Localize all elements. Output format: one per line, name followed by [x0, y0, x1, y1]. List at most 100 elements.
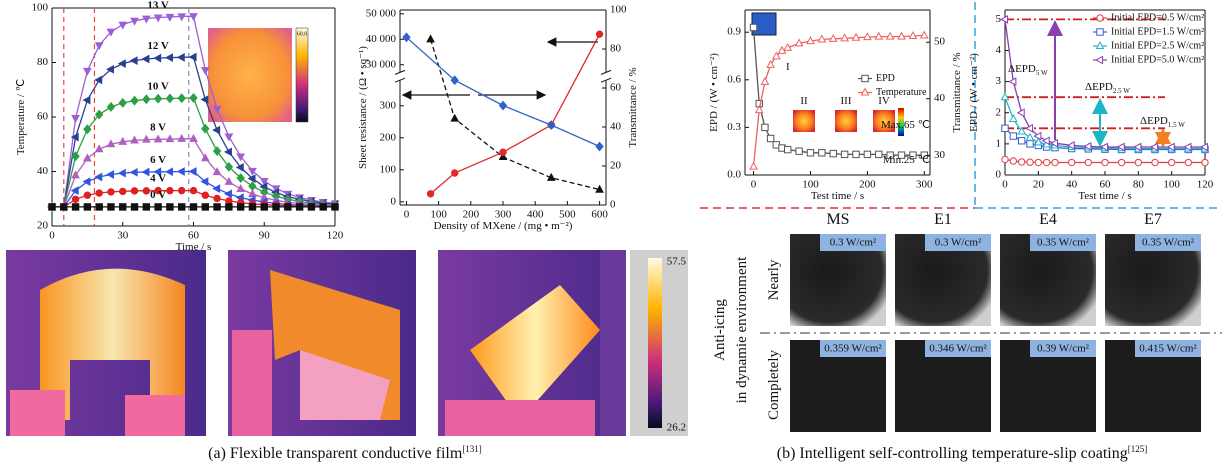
data-point: [451, 115, 458, 121]
inset-scale-label: 60.0: [297, 31, 308, 37]
data-point: [202, 204, 208, 210]
data-point: [1002, 156, 1008, 162]
x-tick-label: 0: [49, 230, 55, 242]
caption: (a) Flexible transparent conductive film…: [208, 444, 482, 462]
y-tick-label: 100: [32, 2, 49, 14]
data-point: [61, 204, 67, 210]
annotation: ΔEPD2.5 W: [1085, 81, 1130, 95]
data-point: [1202, 159, 1208, 165]
data-point: [596, 142, 603, 150]
caption-text: (b) Intelligent self-controlling tempera…: [777, 445, 1128, 462]
thermal-scale-label: 26.2: [667, 422, 686, 434]
data-point: [332, 204, 338, 210]
y-tick-label: 3: [996, 75, 1002, 87]
data-point: [143, 204, 149, 210]
x-tick-label: 400: [527, 209, 544, 221]
y-tick-label: 0.0: [727, 169, 741, 181]
data-point: [166, 94, 173, 102]
data-point: [119, 60, 125, 67]
data-point: [784, 146, 790, 152]
data-point: [95, 76, 101, 83]
column-header: E1: [934, 211, 952, 228]
legend-label: Initial EPD=1.5 W/cm²: [1111, 26, 1204, 37]
series-line: [431, 39, 600, 189]
inset-colorbar: [296, 28, 308, 122]
y-tick-label: 40: [37, 165, 49, 177]
data-point: [1027, 159, 1033, 165]
x-tick-label: 600: [591, 209, 608, 221]
data-point: [96, 43, 103, 49]
legend-label: Initial EPD=5.0 W/cm²: [1111, 54, 1204, 65]
data-point: [261, 204, 267, 210]
x-tick-label: 40: [1066, 179, 1078, 191]
data-point: [179, 187, 185, 193]
data-point: [750, 163, 757, 169]
y-tick-label: 4: [996, 44, 1002, 56]
x-tick-label: 100: [430, 209, 447, 221]
data-point: [167, 187, 173, 193]
data-point: [214, 195, 220, 201]
y2-tick-label: 30: [934, 149, 946, 161]
data-point: [1018, 159, 1024, 165]
data-point: [841, 151, 847, 157]
data-point: [225, 190, 231, 197]
annotation-sub: 1.5 W: [1168, 121, 1185, 129]
column-header: E4: [1039, 211, 1057, 228]
photo-grid: MSE1E4E7Nearly0.3 W/cm²0.3 W/cm²0.35 W/c…: [712, 211, 1222, 432]
y-axis-label: Temperature / ℃: [15, 79, 27, 155]
inset-thermal: [793, 110, 815, 132]
cell-label: 0.3 W/cm²: [830, 237, 877, 249]
y-tick-label: 20: [37, 220, 49, 232]
annotation: II: [800, 95, 808, 107]
legend-marker: [862, 75, 868, 81]
data-point: [237, 204, 243, 210]
data-point: [1152, 159, 1158, 165]
data-point: [1026, 134, 1033, 140]
y2-axis-label: Transmittance / %: [627, 67, 639, 147]
data-point: [119, 170, 125, 177]
y2-tick-label: 100: [610, 4, 627, 16]
data-point: [308, 204, 314, 210]
y2-axis-label: Transmittance / %: [951, 52, 963, 132]
data-point: [107, 171, 113, 178]
inset-thermal-image: [208, 28, 292, 122]
data-point: [1185, 159, 1191, 165]
data-point: [155, 204, 161, 210]
data-point: [178, 54, 184, 61]
data-point: [452, 170, 458, 176]
data-point: [155, 95, 162, 103]
legend-marker: [861, 89, 868, 95]
x-tick-label: 200: [859, 179, 876, 191]
x-axis-label: Time / s: [176, 241, 212, 253]
x-tick-label: 60: [188, 230, 200, 242]
data-point: [249, 182, 256, 190]
x-tick-label: 500: [559, 209, 576, 221]
y-tick-label: 0.3: [727, 121, 741, 133]
x-tick-label: 200: [463, 209, 480, 221]
legend-label: EPD: [876, 73, 895, 84]
y-tick-label: 50 000: [366, 7, 397, 19]
data-point: [1001, 16, 1007, 23]
data-point: [427, 35, 434, 41]
data-point: [1010, 158, 1016, 164]
annotation-text: ΔEPD: [1008, 63, 1036, 75]
y-tick-label: 0: [996, 169, 1002, 181]
data-point: [1010, 133, 1016, 139]
annotation: IV: [878, 95, 890, 107]
y-axis-label: EPD / (W • cm⁻²): [708, 53, 720, 132]
annotation-sub: 5 W: [1036, 69, 1048, 77]
data-point: [107, 103, 114, 111]
legend-marker: [1097, 29, 1103, 35]
x-axis-label: Test time / s: [1078, 190, 1131, 202]
data-point: [190, 168, 196, 175]
data-point: [178, 94, 185, 102]
x-tick-label: 100: [802, 179, 819, 191]
data-point: [72, 187, 78, 194]
annotation: III: [841, 95, 852, 107]
series-label: 12 V: [147, 40, 169, 52]
y-tick-label: 100: [380, 163, 397, 175]
data-point: [167, 204, 173, 210]
cell-label: 0.346 W/cm²: [929, 343, 987, 355]
data-point: [796, 148, 802, 154]
data-point: [84, 192, 90, 198]
